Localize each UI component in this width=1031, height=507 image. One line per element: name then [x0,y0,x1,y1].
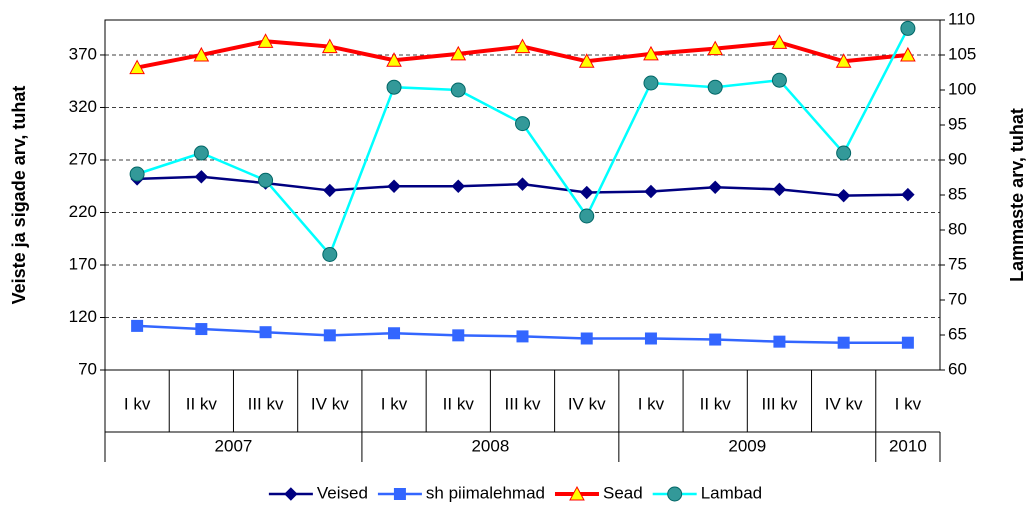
legend-label: sh piimalehmad [426,483,545,502]
point [578,53,595,68]
point [643,45,659,61]
point [388,327,401,340]
point [387,179,401,193]
y2-tick-label: 100 [948,79,976,98]
point [772,182,787,197]
point [773,335,786,348]
point [258,172,274,188]
point [386,52,402,67]
point [901,336,914,349]
group-label: 2008 [471,436,509,455]
point [900,20,916,36]
point [771,72,787,88]
y-tick-label: 70 [78,359,97,378]
point [259,326,272,339]
x-tick-label: III kv [505,394,541,413]
point [515,116,530,132]
point [257,33,274,48]
point [131,319,144,332]
legend: Veised sh piimalehmad Sead Lambad [268,483,762,502]
legend-marker [393,488,406,500]
x-tick-label: I kv [895,394,922,413]
y-tick-label: 320 [69,97,97,116]
x-tick-label: II kv [700,394,732,413]
x-tick-label: III kv [761,394,797,413]
x-tick-label: I kv [638,394,665,413]
point [707,40,724,56]
y-tick-label: 120 [69,307,97,326]
point [580,332,593,345]
point [707,79,723,95]
legend-label: Sead [603,483,643,502]
point [580,185,594,200]
y-tick-label: 370 [69,44,97,63]
y2-tick-label: 95 [948,114,967,133]
point [900,46,916,62]
x-tick-label: II kv [186,394,218,413]
legend-marker [667,486,683,502]
point [323,183,337,198]
point [837,336,850,349]
point [901,187,915,202]
point [194,170,209,184]
point [193,145,209,161]
point [129,59,145,75]
y-tick-label: 170 [69,254,97,273]
y-axis-title: Veiste ja sigade arv, tuhat [9,86,29,305]
point [644,332,657,345]
point [129,166,145,182]
point [579,208,595,224]
point [323,329,336,342]
y2-tick-label: 70 [948,289,967,308]
series-line [136,27,909,257]
point [450,45,467,61]
x-tick-label: I kv [381,394,408,413]
point [452,329,465,342]
point [836,188,851,203]
point [708,180,722,194]
point [515,177,530,191]
y2-axis-title: Lammaste arv, tuhat [1007,108,1027,282]
y2-tick-label: 60 [948,359,967,378]
y2-tick-label: 90 [948,149,967,168]
point [195,323,208,336]
point [450,82,466,98]
legend-marker [284,487,298,501]
y-tick-label: 270 [69,149,97,168]
legend-marker [569,485,585,501]
y2-tick-label: 75 [948,254,967,273]
point [514,38,531,54]
y2-tick-label: 105 [948,44,976,63]
y2-tick-label: 80 [948,219,967,238]
x-tick-label: IV kv [568,394,606,413]
point [644,184,658,199]
point [386,79,402,95]
x-tick-label: II kv [443,394,475,413]
point [193,46,210,62]
point [451,179,465,193]
x-tick-label: I kv [124,394,151,413]
x-tick-label: IV kv [825,394,863,413]
point [643,75,659,91]
group-label: 2009 [728,436,766,455]
y2-tick-label: 110 [948,9,975,28]
y-tick-label: 220 [69,202,97,221]
legend-label: Lambad [701,483,762,502]
x-tick-label: IV kv [311,394,349,413]
point [321,38,338,54]
point [836,145,852,161]
group-label: 2007 [215,436,253,455]
y2-tick-label: 65 [948,324,967,343]
point [322,247,338,262]
legend-label: Veised [317,483,368,502]
point [709,333,722,346]
point [835,53,852,68]
point [516,330,529,343]
plot-frame [104,19,941,371]
x-tick-label: III kv [248,394,284,413]
y2-tick-label: 85 [948,184,967,203]
point [771,34,788,49]
group-label: 2010 [889,436,927,455]
